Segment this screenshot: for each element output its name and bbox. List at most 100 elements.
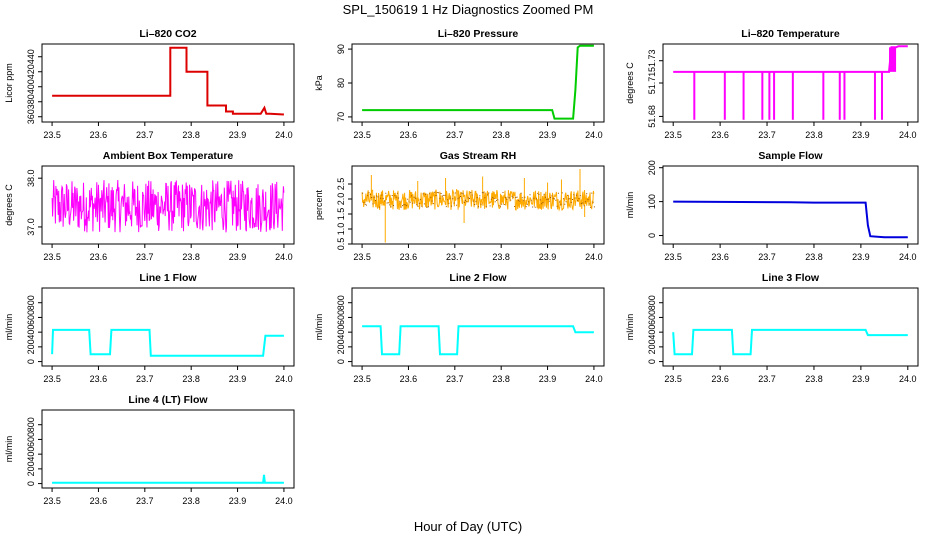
x-tick-label: 23.7 [758,252,776,262]
data-series [52,474,284,484]
y-axis: 70 80 90 [336,44,352,122]
y-tick-label: 200 [26,461,36,476]
x-tick-label: 23.6 [90,252,108,262]
x-tick-label: 24.0 [899,252,917,262]
chart-panel-5: Gas Stream RH percent 23.5 23.6 23.7 23.8 23.9… [314,150,605,262]
figure-xlabel: Hour of Day (UTC) [414,519,522,534]
x-tick-label: 23.6 [90,374,108,384]
x-tick-label: 23.5 [664,252,682,262]
y-axis-label: degrees C [625,62,635,104]
series-line [52,46,284,116]
x-tick-label: 23.6 [90,130,108,140]
x-tick-label: 23.8 [182,130,200,140]
series-line [51,328,284,357]
y-tick-label: 380 [26,94,36,109]
chart-title: Line 1 Flow [139,272,197,284]
plot-frame [662,287,919,367]
x-tick-label: 23.9 [539,374,557,384]
data-series [362,44,594,120]
y-axis: 0.5 1.0 1.5 2.0 2.5 [336,178,352,251]
x-tick-label: 23.8 [805,130,823,140]
y-tick-label: 600 [647,310,657,325]
y-tick-label: 0 [336,359,346,364]
x-tick-label: 23.7 [136,252,154,262]
y-tick-label: 420 [26,64,36,79]
y-tick-label: 70 [336,112,346,122]
x-tick-label: 23.7 [136,130,154,140]
series-line [362,44,594,120]
x-tick-label: 23.5 [353,130,371,140]
x-tick-label: 23.8 [182,374,200,384]
x-axis: 23.5 23.6 23.7 23.8 23.9 24.0 [664,366,917,384]
chart-title: Line 3 Flow [762,272,820,284]
y-tick-label: 400 [647,325,657,340]
x-tick-label: 23.9 [229,252,247,262]
x-tick-label: 23.6 [711,130,729,140]
x-axis: 23.5 23.6 23.7 23.8 23.9 24.0 [43,122,293,140]
rh-markers [362,191,595,208]
x-tick-label: 23.9 [229,130,247,140]
data-series [52,46,284,116]
x-tick-label: 23.5 [353,374,371,384]
x-tick-label: 23.6 [400,252,418,262]
x-tick-label: 23.9 [852,374,870,384]
noise-line [51,179,285,233]
y-tick-label: 400 [336,325,346,340]
chart-title: Line 2 Flow [449,272,507,284]
x-tick-label: 23.8 [805,374,823,384]
x-tick-label: 23.5 [43,374,61,384]
x-axis: 23.5 23.6 23.7 23.8 23.9 24.0 [353,122,603,140]
plot-frame [351,287,605,367]
x-tick-label: 23.5 [43,252,61,262]
y-tick-label: 800 [336,295,346,310]
y-axis-label: ml/min [625,192,635,219]
data-series [673,200,908,239]
y-tick-label: 800 [26,417,36,432]
x-tick-label: 23.7 [136,374,154,384]
plot-frame [41,165,295,245]
y-tick-label: 0.5 [336,238,346,251]
chart-title: Sample Flow [758,150,823,162]
data-series [361,169,595,243]
series-line [673,200,908,239]
y-tick-label: 400 [26,325,36,340]
y-axis-label: kPa [314,75,324,91]
y-tick-label: 0 [26,359,36,364]
y-axis: 37.0 38.0 [26,169,42,236]
data-series [51,179,285,233]
y-tick-label: 51.68 [647,105,657,128]
x-tick-label: 23.5 [43,130,61,140]
y-tick-label: 600 [336,310,346,325]
y-tick-label: 0 [647,359,657,364]
x-tick-label: 23.5 [43,496,61,506]
x-axis: 23.5 23.6 23.7 23.8 23.9 24.0 [43,366,293,384]
x-tick-label: 23.5 [664,374,682,384]
chart-title: Li–820 Pressure [438,28,519,40]
x-tick-label: 23.8 [182,252,200,262]
x-axis: 23.5 23.6 23.7 23.8 23.9 24.0 [353,244,603,262]
x-tick-label: 23.7 [758,130,776,140]
plot-frame [351,165,605,245]
x-tick-label: 23.6 [711,252,729,262]
plot-frame [41,409,295,489]
chart-panel-8: Line 2 Flow ml/min 23.5 23.6 23.7 23.8 23.9 24.… [314,272,605,384]
y-tick-label: 80 [336,78,346,88]
x-axis: 23.5 23.6 23.7 23.8 23.9 24.0 [43,488,293,506]
x-tick-label: 23.6 [400,130,418,140]
x-tick-label: 23.6 [711,374,729,384]
y-tick-label: 0 [26,481,36,486]
y-tick-label: 1.5 [336,208,346,221]
x-tick-label: 23.8 [492,130,510,140]
figure-title: SPL_150619 1 Hz Diagnostics Zoomed PM [343,2,594,17]
y-axis-label: Licor ppm [4,63,14,103]
y-tick-label: 360 [26,109,36,124]
y-tick-label: 600 [26,310,36,325]
